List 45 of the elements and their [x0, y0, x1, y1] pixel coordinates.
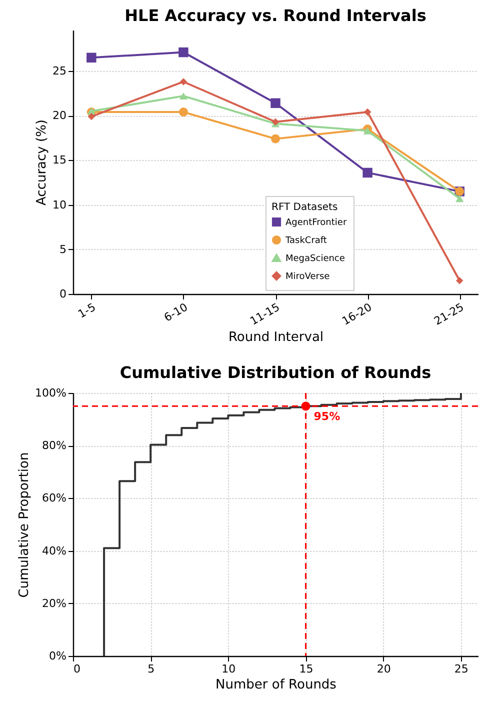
y-tick-label: 0% [49, 650, 66, 662]
y-tick-label: 60% [42, 492, 66, 505]
chart-title: Cumulative Distribution of Rounds [120, 363, 432, 382]
y-axis-title: Cumulative Proportion [17, 452, 32, 598]
x-tick-label: 20 [376, 662, 391, 676]
y-tick-label: 25 [52, 64, 66, 78]
x-tick-label: 0 [74, 662, 80, 676]
x-tick-label: 1-5 [76, 300, 98, 321]
point [456, 195, 464, 202]
chart-title: HLE Accuracy vs. Round Intervals [124, 6, 426, 25]
legend-title: RFT Datasets [272, 202, 338, 213]
point [88, 112, 96, 120]
y-tick-label: 20% [42, 596, 66, 610]
x-tick-label: 25 [454, 662, 468, 676]
x-axis-title: Number of Rounds [216, 678, 337, 692]
y-tick-label: 5 [60, 242, 66, 256]
y-tick-label: 20 [52, 109, 66, 122]
legend-label: MiroVerse [286, 272, 330, 282]
legend-label: AgentFrontier [286, 218, 347, 228]
point [456, 276, 464, 284]
point [270, 98, 280, 108]
point [179, 92, 188, 100]
x-tick-label: 5 [148, 662, 155, 676]
point [178, 47, 188, 58]
y-tick-label: 10 [52, 198, 66, 212]
point [86, 52, 96, 63]
point [271, 134, 280, 144]
y-tick-label: 80% [42, 439, 66, 452]
annotation: 95% [314, 410, 340, 424]
legend-label: MegaScience [286, 254, 346, 264]
y-tick-label: 15 [52, 154, 66, 167]
point [363, 127, 372, 134]
x-axis-title: Round Interval [228, 330, 324, 346]
point [362, 168, 372, 178]
y-tick-label: 0 [60, 288, 66, 300]
y-tick-label: 40% [42, 544, 66, 558]
point [364, 108, 372, 116]
x-tick-label: 15 [299, 662, 314, 676]
x-tick-label: 10 [222, 662, 236, 676]
y-tick-label: 100% [35, 386, 66, 400]
legend-label: TaskCraft [284, 236, 328, 246]
x-tick-label: 6-10 [162, 300, 190, 324]
point [180, 78, 188, 86]
point [178, 108, 188, 117]
y-axis-title: Accuracy (%) [34, 120, 50, 206]
